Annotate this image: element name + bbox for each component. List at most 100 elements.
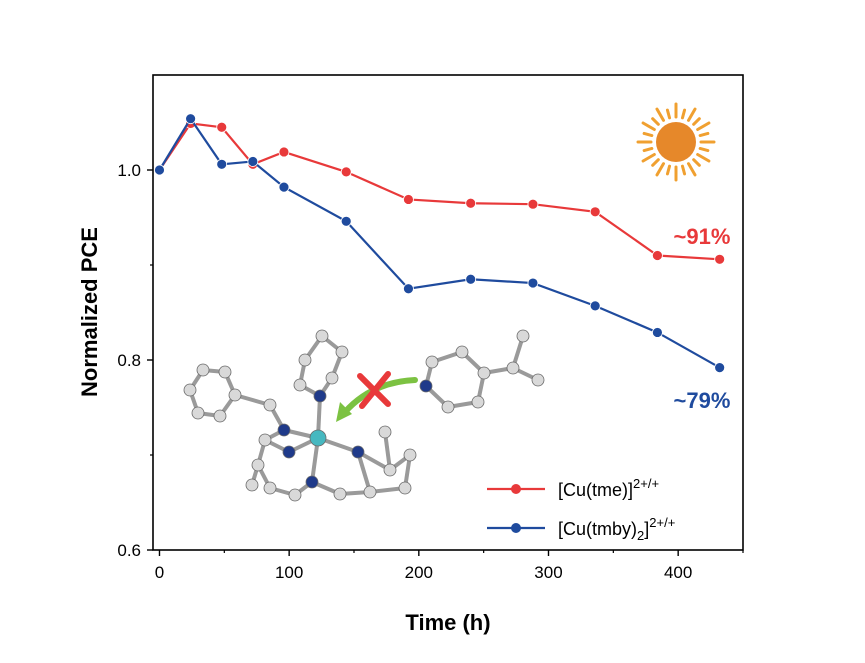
carbon-atom	[315, 329, 329, 343]
data-point	[465, 273, 477, 285]
carbon-atom	[477, 366, 491, 380]
data-point	[216, 121, 228, 133]
carbon-atom	[471, 395, 485, 409]
sun-ray	[665, 164, 672, 176]
nitrogen-atom	[277, 423, 291, 437]
plot-frame	[152, 74, 744, 551]
legend-label-tme: [Cu(tme)]2+/+	[558, 476, 659, 500]
blocked-cross-icon	[357, 371, 391, 409]
x-tick-label: 400	[664, 563, 692, 582]
carbon-atom	[213, 409, 227, 423]
carbon-atom	[335, 345, 349, 359]
y-tick-label: 0.6	[117, 541, 141, 560]
carbon-atom	[258, 433, 272, 447]
series-line	[158, 122, 720, 261]
sun-ray	[642, 146, 654, 153]
sun-ray	[692, 117, 701, 126]
series-layer	[154, 113, 726, 374]
data-point	[154, 164, 165, 176]
nitrogen-atom	[282, 445, 296, 459]
carbon-atom	[441, 400, 455, 414]
series-line	[158, 116, 721, 369]
sun-ray	[698, 131, 710, 138]
carbon-atom	[333, 487, 347, 501]
carbon-atom	[398, 481, 412, 495]
data-point	[185, 113, 197, 125]
carbon-atom	[531, 373, 545, 387]
data-point	[403, 194, 414, 205]
nitrogen-atom	[313, 389, 327, 403]
carbon-atom	[425, 355, 439, 369]
annotation-tme-retention: ~91%	[674, 224, 731, 249]
data-point	[527, 198, 539, 210]
series-0	[154, 118, 726, 265]
x-tick-label: 0	[155, 563, 164, 582]
carbon-atom	[263, 398, 277, 412]
x-tick-label: 200	[405, 563, 433, 582]
carbon-atom	[251, 458, 265, 472]
sun-ray	[687, 162, 697, 177]
x-tick-label: 300	[534, 563, 562, 582]
carbon-atom	[298, 353, 312, 367]
data-point	[589, 206, 601, 218]
carbon-atom	[263, 481, 277, 495]
annotation-tmby-retention: ~79%	[674, 388, 731, 413]
legend-marker-tme	[511, 484, 521, 494]
data-point	[340, 166, 352, 178]
sun-ray	[655, 162, 665, 177]
molecular-structure-illustration	[183, 329, 545, 502]
data-point	[527, 277, 539, 289]
y-axis-title: Normalized PCE	[77, 227, 102, 397]
y-tick-label: 0.8	[117, 351, 141, 370]
carbon-atom	[455, 345, 469, 359]
data-point	[652, 250, 663, 261]
copper-atom	[309, 429, 327, 447]
carbon-atom	[293, 378, 307, 392]
x-axis-title: Time (h)	[405, 610, 490, 635]
data-point	[278, 146, 290, 158]
y-tick-label: 1.0	[117, 161, 141, 180]
sun-ray	[641, 121, 656, 131]
nitrogen-atom	[351, 445, 365, 459]
approach-arrowhead	[336, 402, 352, 422]
data-point	[465, 197, 477, 209]
carbon-atom	[325, 371, 339, 385]
carbon-atom	[516, 329, 530, 343]
axis-ticks: 0 100 200 300 400 0.6 0.8 1.0	[117, 161, 744, 582]
carbon-atom	[378, 425, 392, 439]
data-point	[403, 283, 414, 295]
sun-ray	[651, 158, 660, 167]
molecule-bond	[356, 451, 372, 493]
sun-ray	[655, 107, 665, 122]
carbon-atom	[196, 363, 210, 377]
sun-ray	[698, 146, 710, 153]
legend: [Cu(tme)]2+/+ [Cu(tmby)2]2+/+	[487, 476, 675, 543]
carbon-atom	[191, 406, 205, 420]
sun-ray	[651, 117, 660, 126]
legend-marker-tmby	[511, 523, 521, 533]
data-point	[340, 215, 352, 227]
data-point	[589, 300, 601, 312]
carbon-atom	[383, 463, 397, 477]
sun-disc	[656, 122, 696, 162]
carbon-atom	[403, 448, 417, 462]
carbon-atom	[228, 388, 242, 402]
data-point	[247, 156, 259, 167]
carbon-atom	[288, 488, 302, 502]
data-point	[278, 181, 290, 193]
carbon-atom	[363, 485, 377, 499]
carbon-atom	[218, 365, 232, 379]
sun-ray	[665, 108, 672, 120]
sun-ray	[680, 164, 687, 176]
carbon-atom	[245, 478, 259, 492]
series-1	[154, 113, 726, 374]
carbon-atom	[506, 361, 520, 375]
sun-ray	[696, 121, 711, 131]
sun-ray	[687, 107, 697, 122]
sun-ray	[642, 131, 654, 138]
legend-label-tmby: [Cu(tmby)2]2+/+	[558, 515, 675, 543]
sun-ray	[696, 153, 711, 163]
sun-icon	[636, 102, 716, 182]
data-point	[714, 362, 726, 374]
